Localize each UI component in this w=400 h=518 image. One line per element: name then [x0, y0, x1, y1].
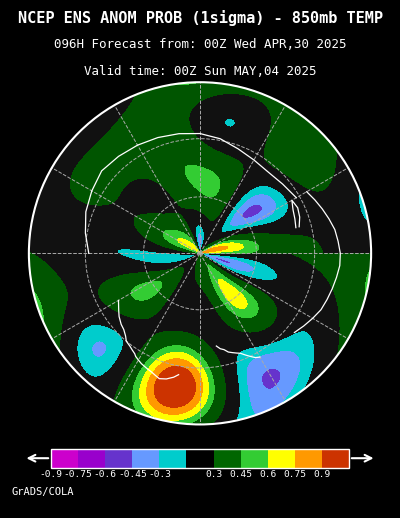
Text: Valid time: 00Z Sun MAY,04 2025: Valid time: 00Z Sun MAY,04 2025: [84, 65, 316, 78]
Bar: [214, 449, 241, 468]
Bar: [268, 449, 295, 468]
Text: NCEP ENS ANOM PROB (1sigma) - 850mb TEMP: NCEP ENS ANOM PROB (1sigma) - 850mb TEMP: [18, 10, 382, 26]
Text: -0.45: -0.45: [118, 470, 147, 479]
Text: -0.9: -0.9: [40, 470, 62, 479]
Text: -0.75: -0.75: [64, 470, 92, 479]
Text: 0.75: 0.75: [283, 470, 306, 479]
Text: -0.6: -0.6: [94, 470, 117, 479]
Bar: [241, 449, 268, 468]
Bar: [51, 449, 349, 468]
Text: 0.6: 0.6: [259, 470, 276, 479]
Text: 0.3: 0.3: [205, 470, 222, 479]
Bar: [186, 449, 214, 468]
Bar: [132, 449, 159, 468]
Text: -0.3: -0.3: [148, 470, 171, 479]
Bar: [295, 449, 322, 468]
PathPatch shape: [29, 82, 371, 424]
Text: 0.45: 0.45: [229, 470, 252, 479]
Text: 096H Forecast from: 00Z Wed APR,30 2025: 096H Forecast from: 00Z Wed APR,30 2025: [54, 38, 346, 51]
Text: 0.9: 0.9: [313, 470, 330, 479]
Text: GrADS/COLA: GrADS/COLA: [12, 487, 74, 497]
Bar: [78, 449, 105, 468]
Bar: [51, 449, 78, 468]
Bar: [105, 449, 132, 468]
Circle shape: [29, 82, 371, 424]
Bar: [322, 449, 349, 468]
Bar: [159, 449, 186, 468]
